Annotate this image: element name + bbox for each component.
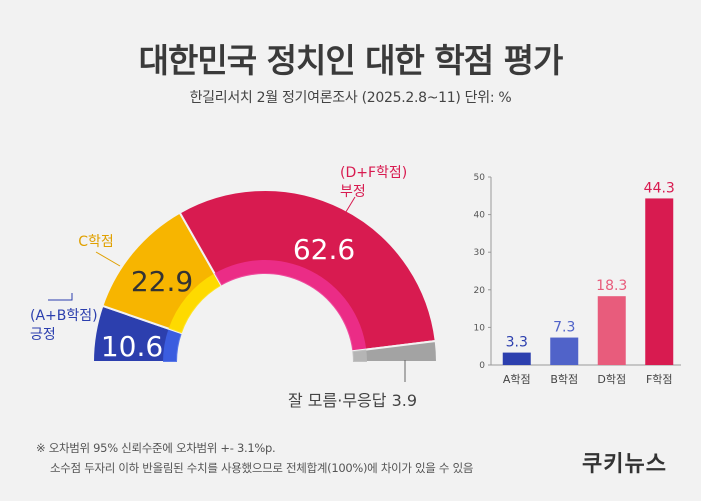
brand-logo: 쿠키뉴스 [582, 452, 667, 477]
bar-category-0: A학점 [503, 373, 531, 386]
bar-ytick-label-10: 10 [474, 323, 486, 333]
bar-b [550, 337, 579, 365]
bar-ytick-label-0: 0 [479, 361, 485, 371]
donut-value-1: 22.9 [131, 265, 193, 298]
leader-line-positive [48, 293, 73, 301]
leader-line-c [95, 251, 121, 267]
donut-value-0: 10.6 [101, 330, 163, 363]
page-subtitle: 한길리서치 2월 정기여론조사 (2025.2.8~11) 단위: % [189, 90, 512, 106]
donut-label-2-1: 부정 [340, 184, 366, 200]
donut-inner-band-1 [168, 273, 222, 334]
bar-value-3: 44.3 [644, 180, 675, 196]
page-title: 대한민국 정치인 대한 학점 평가 [138, 41, 564, 80]
bar-category-1: B학점 [550, 373, 578, 386]
bar-ytick-label-30: 30 [474, 248, 486, 258]
donut-inner-band-3 [352, 349, 367, 362]
donut-inner-band-0 [163, 328, 182, 362]
donut-label-0-1: 긍정 [30, 327, 56, 343]
footnote: ※ 오차범위 95% 신뢰수준에 오차범위 +- 3.1%p. 소수점 두자리 … [36, 438, 473, 478]
leader-line-negative [337, 196, 356, 226]
bar-ytick-label-40: 40 [474, 211, 486, 221]
donut-label-1-0: C학점 [78, 234, 114, 250]
footnote-line-2: 소수점 두자리 이하 반올림된 수치를 사용했으므로 전체합계(100%)에 차… [50, 461, 474, 475]
bar-value-1: 7.3 [553, 320, 575, 336]
donut-value-2: 62.6 [293, 233, 355, 266]
bar-value-2: 18.3 [596, 278, 627, 294]
donut-label-2-0: (D+F학점) [340, 165, 407, 181]
bar-a [502, 352, 531, 365]
bar-value-0: 3.3 [506, 335, 528, 351]
footnote-line-1: ※ 오차범위 95% 신뢰수준에 오차범위 +- 3.1%p. [36, 441, 276, 455]
bar-ytick-label-50: 50 [474, 173, 486, 183]
bar-category-2: D학점 [597, 373, 626, 386]
bar-d [597, 296, 626, 365]
bar-f [645, 198, 674, 365]
donut-inner-band-2 [214, 260, 367, 352]
donut-label-3-0: 잘 모름·무응답 3.9 [288, 391, 417, 410]
bar-ytick-label-20: 20 [474, 286, 486, 296]
donut-label-0-0: (A+B학점) [30, 308, 98, 324]
bar-category-3: F학점 [646, 373, 673, 386]
